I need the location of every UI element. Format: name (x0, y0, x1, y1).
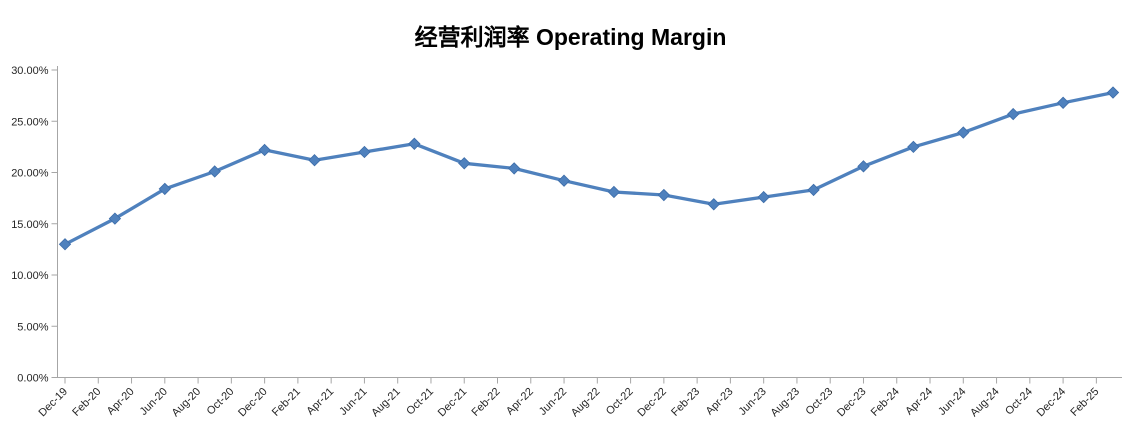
x-axis-label: Aug-22 (569, 386, 603, 420)
x-axis-label: Dec-24 (1035, 386, 1069, 420)
x-axis-label: Apr-22 (504, 386, 536, 418)
x-axis-label: Oct-24 (1003, 386, 1035, 418)
x-axis-label: Dec-21 (436, 386, 470, 420)
x-axis-label: Jun-20 (138, 386, 170, 418)
data-point-marker (607, 185, 621, 199)
x-axis-label: Aug-23 (768, 386, 802, 420)
data-point-marker (408, 137, 421, 150)
data-point-marker (657, 188, 671, 202)
x-axis-label: Dec-23 (835, 386, 869, 420)
data-point-marker (757, 190, 770, 204)
y-axis-label: 25.00% (11, 116, 49, 128)
x-axis-label: Feb-20 (70, 386, 103, 419)
data-point-marker (58, 238, 72, 251)
y-axis-label: 10.00% (11, 270, 49, 282)
y-axis-label: 0.00% (17, 373, 48, 385)
data-point-marker (358, 145, 371, 159)
x-axis-label: Dec-19 (37, 386, 71, 420)
x-axis-label: Jun-23 (737, 386, 769, 418)
x-axis-label: Jun-21 (337, 386, 369, 418)
y-axis-label: 15.00% (11, 219, 49, 231)
x-axis-label: Oct-23 (804, 386, 836, 418)
x-axis-label: Oct-20 (205, 386, 237, 418)
x-axis-label: Feb-22 (469, 386, 502, 419)
data-point-marker (507, 162, 521, 175)
data-point-marker (458, 157, 471, 170)
y-axis-label: 30.00% (11, 65, 49, 77)
y-axis-label: 20.00% (11, 168, 49, 180)
x-axis-label: Feb-24 (869, 386, 902, 419)
data-point-marker (158, 182, 171, 196)
x-axis-label: Apr-21 (304, 386, 336, 418)
data-point-marker (1106, 86, 1120, 99)
data-point-marker (208, 165, 221, 178)
data-point-marker (707, 198, 720, 211)
x-axis-label: Jun-24 (936, 386, 968, 418)
x-axis-label: Aug-21 (369, 386, 403, 420)
data-point-marker (557, 174, 571, 187)
x-axis-label: Apr-24 (903, 386, 935, 418)
chart-title: 经营利润率 Operating Margin (414, 24, 727, 50)
series-line (63, 90, 1115, 246)
data-point-marker (907, 140, 920, 154)
data-point-marker (807, 183, 820, 197)
x-axis-label: Oct-22 (604, 386, 636, 418)
y-axis-label: 5.00% (17, 321, 48, 333)
data-point-marker (957, 126, 970, 139)
data-point-marker (857, 160, 870, 173)
x-axis-label: Dec-20 (236, 386, 270, 420)
x-axis-label: Dec-22 (635, 386, 669, 420)
data-point-marker (108, 212, 122, 225)
x-axis-label: Feb-23 (669, 386, 702, 419)
data-point-marker (1056, 96, 1070, 109)
x-axis-label: Feb-25 (1068, 386, 1101, 419)
x-axis-label: Apr-23 (704, 386, 736, 418)
x-axis-label: Apr-20 (105, 386, 137, 418)
data-point-marker (1007, 107, 1020, 121)
data-point-marker (308, 154, 321, 167)
x-axis-label: Feb-21 (270, 386, 303, 419)
x-axis-label: Jun-22 (537, 386, 569, 418)
x-axis-label: Aug-20 (170, 386, 204, 420)
x-axis-label: Oct-21 (404, 386, 436, 418)
data-point-marker (258, 143, 271, 157)
x-axis-label: Aug-24 (968, 386, 1002, 420)
